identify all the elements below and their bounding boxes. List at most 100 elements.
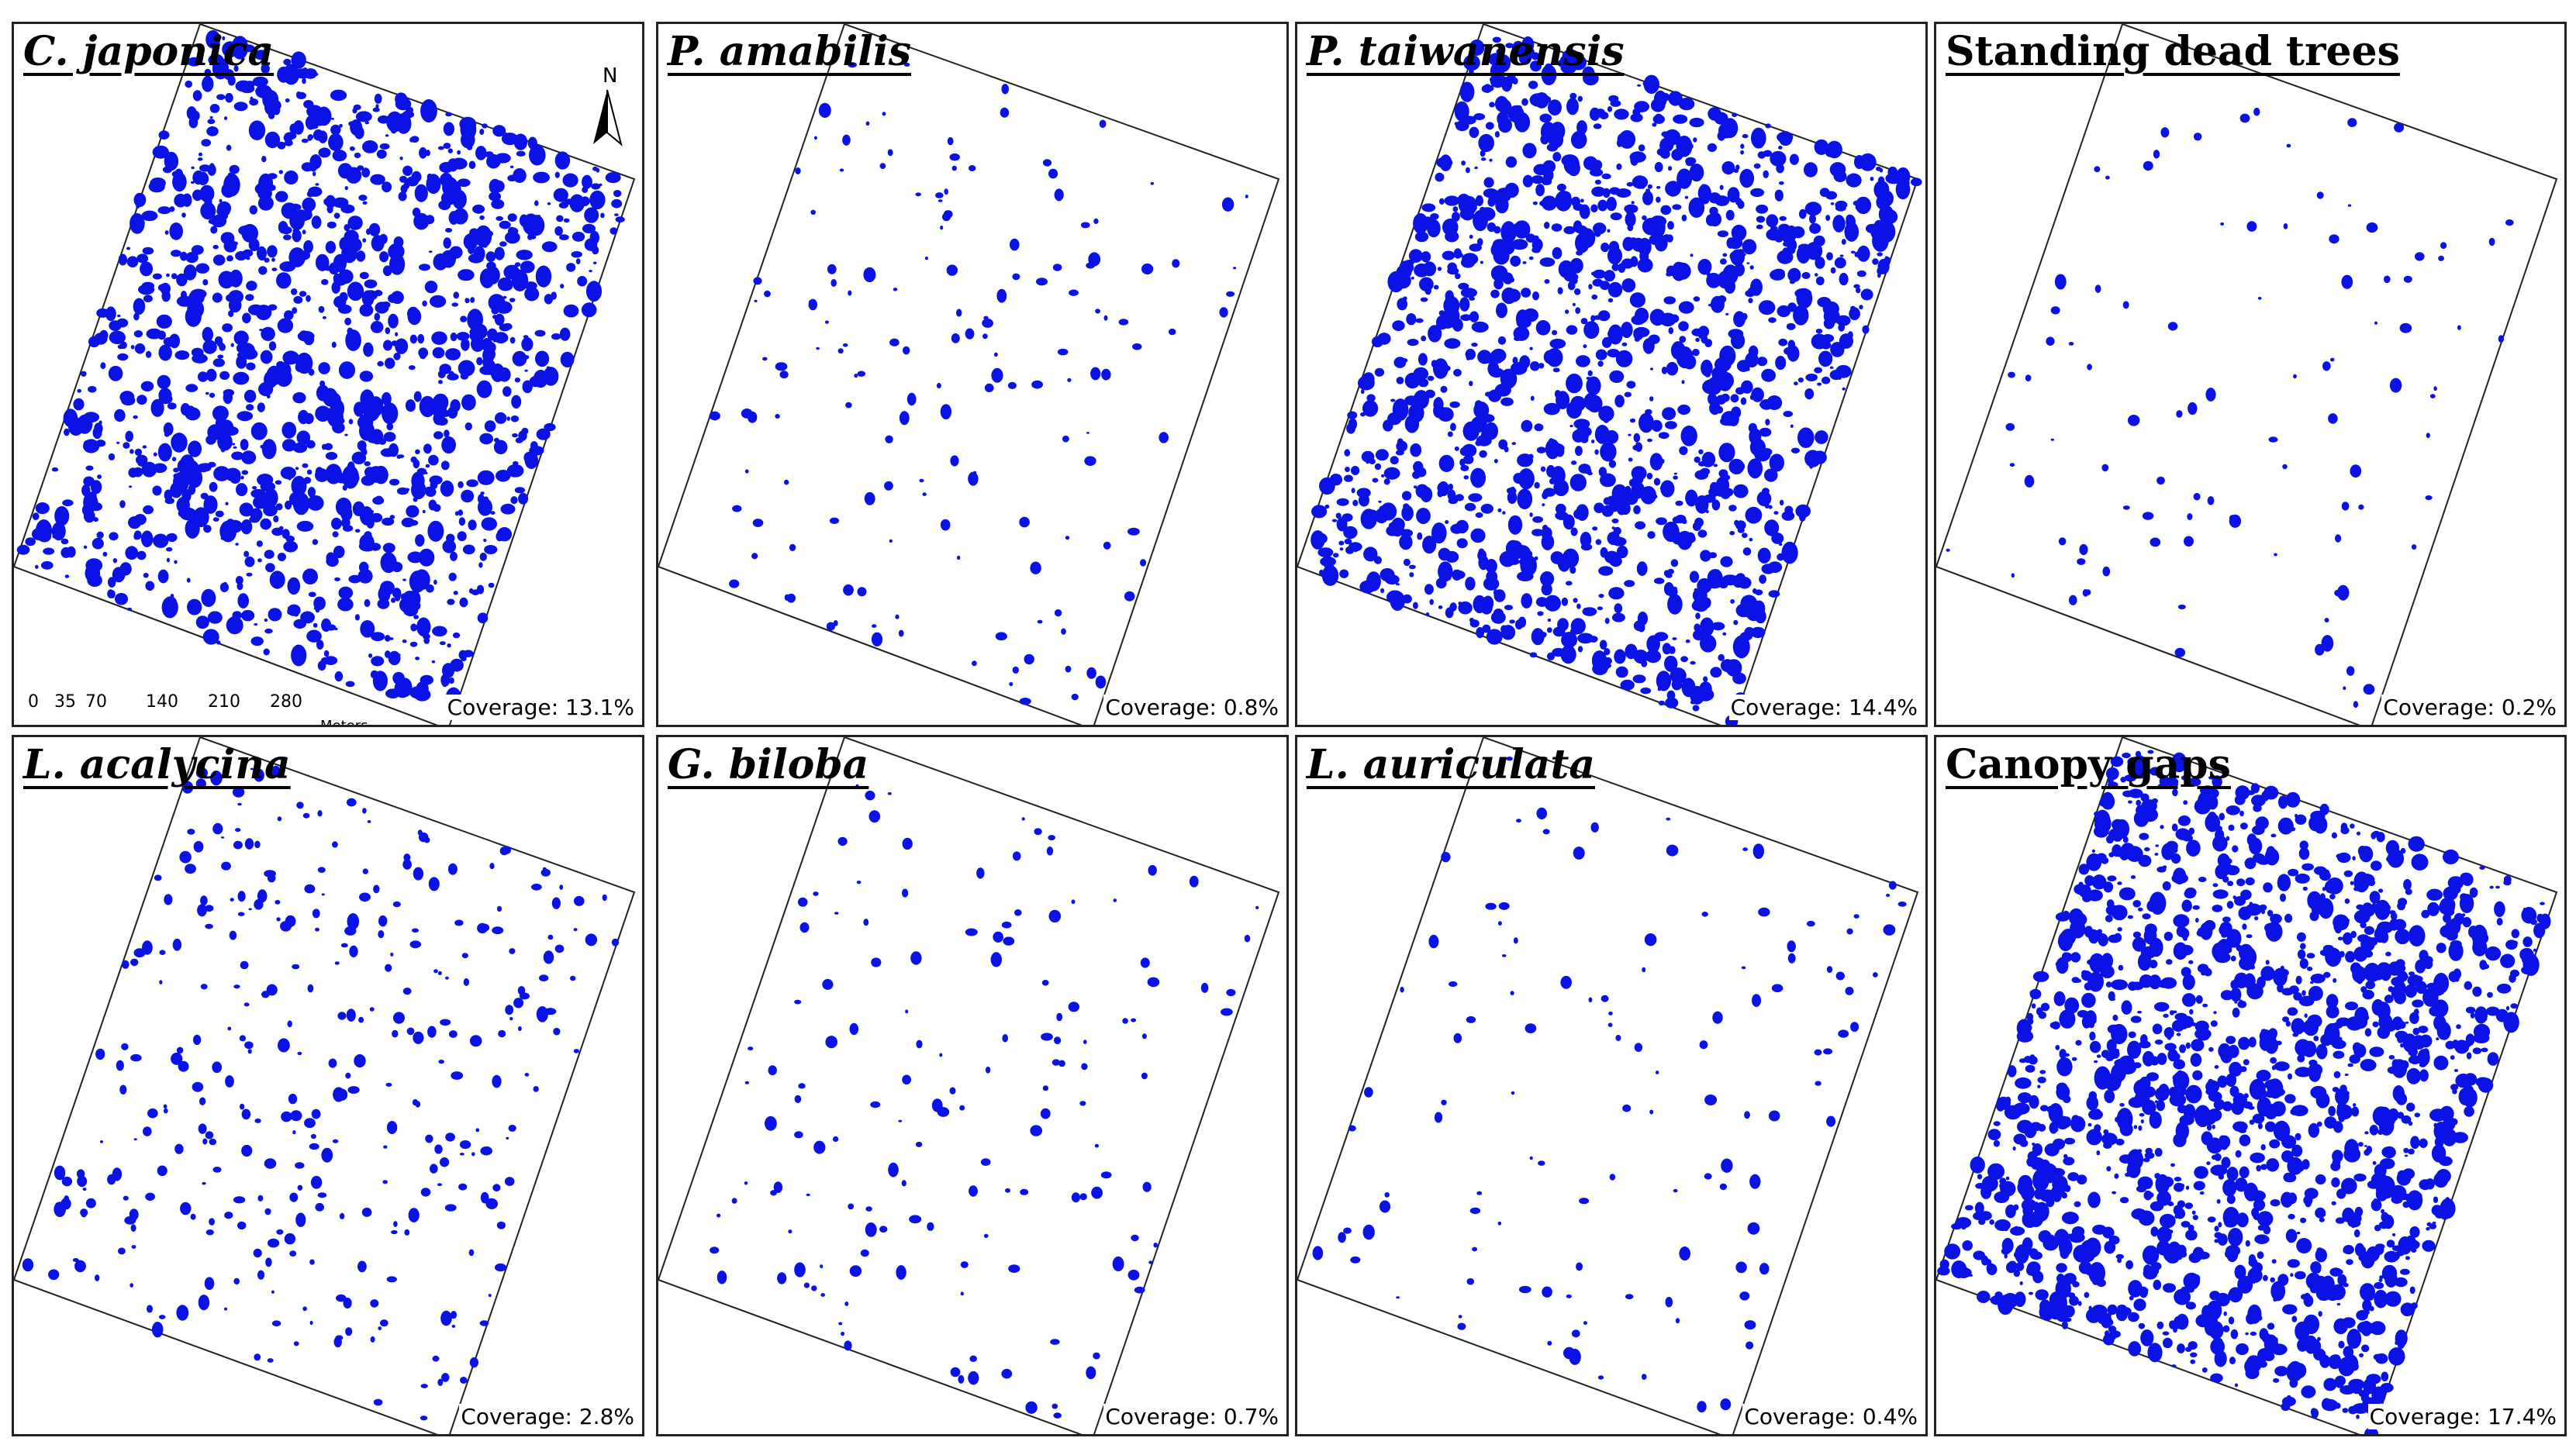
patch — [2402, 1201, 2410, 1208]
map-panel-canopy-gaps: Canopy gaps Coverage: 17.4% — [1934, 735, 2567, 1436]
patch — [409, 334, 418, 344]
patch — [237, 912, 245, 916]
patch — [1748, 298, 1753, 304]
patch — [2225, 858, 2232, 864]
patch — [1336, 517, 1348, 532]
patch — [1546, 652, 1556, 660]
patch — [406, 403, 416, 412]
patch — [1708, 487, 1720, 497]
patch — [2084, 875, 2095, 887]
patch — [468, 1249, 475, 1257]
patch — [1695, 495, 1709, 514]
patch — [1458, 282, 1469, 290]
patch — [454, 511, 459, 516]
patch — [2458, 1088, 2471, 1105]
patch — [560, 284, 565, 289]
patch — [1710, 667, 1722, 678]
patch — [889, 539, 893, 543]
patch — [2453, 912, 2464, 926]
patch — [2329, 1267, 2343, 1277]
patch — [2239, 113, 2250, 123]
patch — [1708, 192, 1721, 204]
patch — [1475, 195, 1483, 206]
patch — [1844, 222, 1859, 242]
patch — [2322, 887, 2326, 891]
patch — [494, 247, 505, 260]
patch — [1704, 1095, 1718, 1105]
patch — [1777, 553, 1785, 561]
patch — [980, 1158, 991, 1166]
patch — [2301, 863, 2314, 871]
patch — [330, 89, 347, 102]
patch — [1666, 690, 1676, 701]
patch — [1552, 647, 1566, 657]
patch — [524, 369, 528, 372]
patch — [1838, 1029, 1849, 1038]
patch — [1579, 1198, 1590, 1205]
patch — [2190, 1359, 2195, 1364]
patch — [2135, 767, 2141, 772]
patch — [2032, 971, 2049, 982]
patch — [2063, 1137, 2076, 1145]
patch — [2132, 931, 2141, 939]
patch — [905, 1009, 909, 1014]
patch — [1787, 302, 1797, 312]
patch — [1877, 252, 1883, 257]
patch — [1795, 504, 1811, 519]
patch — [337, 597, 354, 612]
patch — [2333, 914, 2350, 931]
patch — [2184, 887, 2197, 898]
patch — [2257, 1122, 2263, 1129]
patch — [2186, 1017, 2193, 1025]
patch — [2353, 1043, 2367, 1058]
patch — [1770, 269, 1786, 281]
patch — [1759, 402, 1765, 407]
patch — [445, 1133, 455, 1142]
patch — [2180, 1286, 2188, 1298]
patch — [2112, 844, 2122, 857]
patch — [2094, 166, 2101, 173]
patch — [1518, 468, 1535, 490]
patch — [491, 198, 505, 209]
patch — [202, 629, 219, 645]
patch — [1763, 170, 1769, 178]
patch — [2173, 1327, 2177, 1333]
patch — [315, 1202, 325, 1212]
patch — [297, 1051, 302, 1056]
patch — [1458, 601, 1473, 615]
patch — [1764, 519, 1780, 536]
patch — [845, 402, 852, 409]
patch — [2125, 1003, 2130, 1009]
patch — [1351, 466, 1360, 475]
patch — [2357, 831, 2360, 836]
patch — [902, 837, 913, 850]
patch — [1127, 1269, 1140, 1281]
patch — [469, 329, 475, 336]
patch — [483, 359, 496, 375]
patch — [2374, 1164, 2387, 1177]
patch — [2136, 799, 2142, 806]
patch — [1068, 1002, 1079, 1012]
patch — [2443, 1119, 2456, 1131]
patch — [2107, 875, 2117, 881]
patch — [318, 130, 328, 143]
patch — [207, 424, 223, 440]
patch — [1805, 374, 1818, 381]
patch — [133, 330, 143, 338]
patch — [309, 154, 322, 170]
patch — [2219, 1135, 2226, 1143]
patch — [2027, 1151, 2038, 1161]
patch — [241, 1144, 253, 1157]
patch — [443, 237, 451, 249]
patch — [973, 471, 977, 474]
patch — [2411, 544, 2417, 550]
patch — [2244, 861, 2248, 864]
patch — [364, 531, 372, 540]
patch — [1647, 531, 1656, 540]
patch — [2286, 143, 2291, 148]
patch — [107, 1174, 116, 1185]
patch — [1542, 503, 1545, 506]
patch — [482, 347, 495, 363]
patch — [1480, 157, 1487, 161]
patch — [1770, 226, 1778, 231]
